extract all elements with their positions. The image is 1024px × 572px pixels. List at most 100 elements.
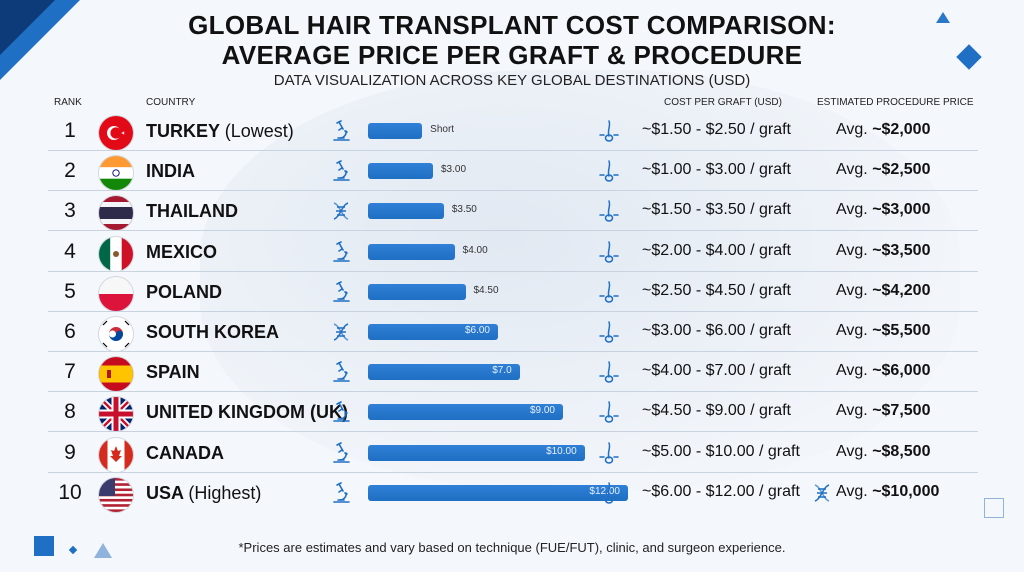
country-note: (Lowest) xyxy=(224,121,294,141)
avg-prefix: Avg. xyxy=(836,161,868,179)
procedure-price: Avg. ~$8,500 xyxy=(836,443,930,461)
cost-per-graft-range: ~$1.00 - $3.00 / graft xyxy=(642,161,791,179)
corner-decoration-dark xyxy=(0,0,55,55)
cost-per-graft-range: ~$4.00 - $7.00 / graft xyxy=(642,362,791,380)
bar xyxy=(368,444,585,461)
avg-prefix: Avg. xyxy=(836,241,868,259)
table-row: 10 USA (Highest) $12.00 ~$6.00 - $12.00 / g… xyxy=(48,473,978,513)
microscope-icon xyxy=(330,360,352,384)
country-name: THAILAND xyxy=(146,201,238,222)
hair-follicle-icon xyxy=(598,198,620,224)
row-divider xyxy=(48,351,978,352)
rank-label: 7 xyxy=(64,360,76,384)
row-divider xyxy=(48,391,978,393)
outline-square-decoration xyxy=(984,498,1004,518)
avg-price-value: ~$3,000 xyxy=(872,201,931,219)
microscope-icon xyxy=(330,481,352,505)
avg-price-value: ~$3,500 xyxy=(872,241,931,259)
cost-per-graft-range: ~$1.50 - $3.50 / graft xyxy=(642,201,791,219)
spain-flag xyxy=(99,357,133,392)
row-divider xyxy=(48,471,978,473)
country-name: INDIA xyxy=(146,161,195,182)
avg-price-value: ~$2,000 xyxy=(872,121,931,138)
procedure-price: Avg. ~$4,200 xyxy=(836,282,930,300)
hair-follicle-icon xyxy=(598,118,620,144)
country-name: TURKEY xyxy=(146,121,220,141)
bar xyxy=(368,203,444,220)
avg-prefix: Avg. xyxy=(836,121,868,138)
bar xyxy=(368,324,498,340)
bar xyxy=(368,404,563,421)
avg-prefix: Avg. xyxy=(836,201,868,219)
avg-prefix: Avg. xyxy=(836,402,868,420)
rank-label: 6 xyxy=(64,320,76,343)
table-row: 1 TURKEY (Lowest) Short ~$1.50 - $2.50 / gr… xyxy=(48,111,978,151)
dna-icon xyxy=(811,481,831,505)
country-name: SOUTH KOREA xyxy=(146,322,280,342)
usa-flag xyxy=(99,477,133,512)
country-name: UNITED KINGDOM (UK) xyxy=(146,402,348,423)
dna-icon xyxy=(330,320,352,344)
country-label: THAILAND xyxy=(146,201,238,222)
avg-price-value: ~$10,000 xyxy=(872,482,940,500)
poland-flag xyxy=(99,276,133,311)
procedure-price: Avg. ~$7,500 xyxy=(836,402,930,420)
row-divider xyxy=(48,230,978,232)
avg-price-value: ~$4,200 xyxy=(872,281,931,299)
table-row: 3 THAILAND $3.50 ~$1.50 - $3.50 / graft Avg.… xyxy=(48,191,978,232)
dna-icon xyxy=(330,199,352,223)
square-decoration xyxy=(34,536,54,556)
avg-prefix: Avg. xyxy=(836,322,868,339)
bar-value-label: $3.00 xyxy=(441,164,467,176)
table-row: 8 UNITED KINGDOM (UK) $9.00 ~$4.50 - $9.00 … xyxy=(48,392,978,433)
bar-value-label: $4.50 xyxy=(473,284,499,296)
avg-price-value: ~$2,500 xyxy=(872,161,931,179)
country-label: USA (Highest) xyxy=(146,483,261,504)
chart-subtitle: DATA VISUALIZATION ACROSS KEY GLOBAL DES… xyxy=(273,72,751,89)
avg-prefix: Avg. xyxy=(836,281,868,299)
hair-follicle-icon xyxy=(598,440,620,466)
microscope-icon xyxy=(330,119,352,143)
rank-label: 8 xyxy=(64,400,76,424)
rank-label: 2 xyxy=(64,159,76,183)
turkey-flag xyxy=(99,116,133,150)
mexico-flag xyxy=(99,236,133,271)
row-divider xyxy=(48,310,978,312)
avg-prefix: Avg. xyxy=(836,442,868,460)
country-label: CANADA xyxy=(146,443,224,464)
header-procedure-price: ESTIMATED PROCEDURE PRICE xyxy=(817,97,974,108)
bar xyxy=(368,484,628,501)
microscope-icon xyxy=(330,240,352,264)
bar-value-label: $12.00 xyxy=(589,485,620,497)
avg-prefix: Avg. xyxy=(836,362,868,380)
bar xyxy=(368,243,455,260)
procedure-price: Avg. ~$2,000 xyxy=(836,121,930,139)
country-label: TURKEY (Lowest) xyxy=(146,121,294,142)
bar xyxy=(368,163,433,180)
thailand-flag xyxy=(99,196,133,231)
hair-follicle-icon xyxy=(598,399,620,425)
procedure-price: Avg. ~$6,000 xyxy=(836,362,930,380)
header-cost-per-graft: COST PER GRAFT (USD) xyxy=(664,97,782,108)
world-map-background xyxy=(200,70,960,490)
microscope-icon xyxy=(330,280,352,304)
row-divider xyxy=(48,270,978,272)
hair-follicle-icon xyxy=(598,359,620,385)
table-row: 4 MEXICO $4.00 ~$2.00 - $4.00 / graft Avg. ~… xyxy=(48,232,978,272)
cost-per-graft-range: ~$2.00 - $4.00 / graft xyxy=(642,241,791,259)
bar xyxy=(368,123,423,139)
hair-follicle-icon xyxy=(598,158,620,184)
south-korea-flag xyxy=(99,317,133,351)
procedure-price: Avg. ~$5,500 xyxy=(836,322,930,340)
procedure-price: Avg. ~$3,000 xyxy=(836,201,930,219)
rank-label: 4 xyxy=(64,239,76,263)
procedure-price: Avg. ~$2,500 xyxy=(836,161,930,179)
cost-per-graft-range: ~$6.00 - $12.00 / graft xyxy=(642,482,800,500)
country-label: SPAIN xyxy=(146,362,200,383)
table-row: 9 CANADA $10.00 ~$5.00 - $10.00 / graft Avg.… xyxy=(48,433,978,473)
table-row: 2 INDIA $3.00 ~$1.00 - $3.00 / graft Avg. ~$… xyxy=(48,151,978,192)
country-name: CANADA xyxy=(146,442,224,463)
table-row: 7 SPAIN $7.0 ~$4.00 - $7.00 / graft Avg. ~$6… xyxy=(48,352,978,393)
country-name: USA xyxy=(146,482,184,503)
procedure-price: Avg. ~$10,000 xyxy=(836,483,939,501)
